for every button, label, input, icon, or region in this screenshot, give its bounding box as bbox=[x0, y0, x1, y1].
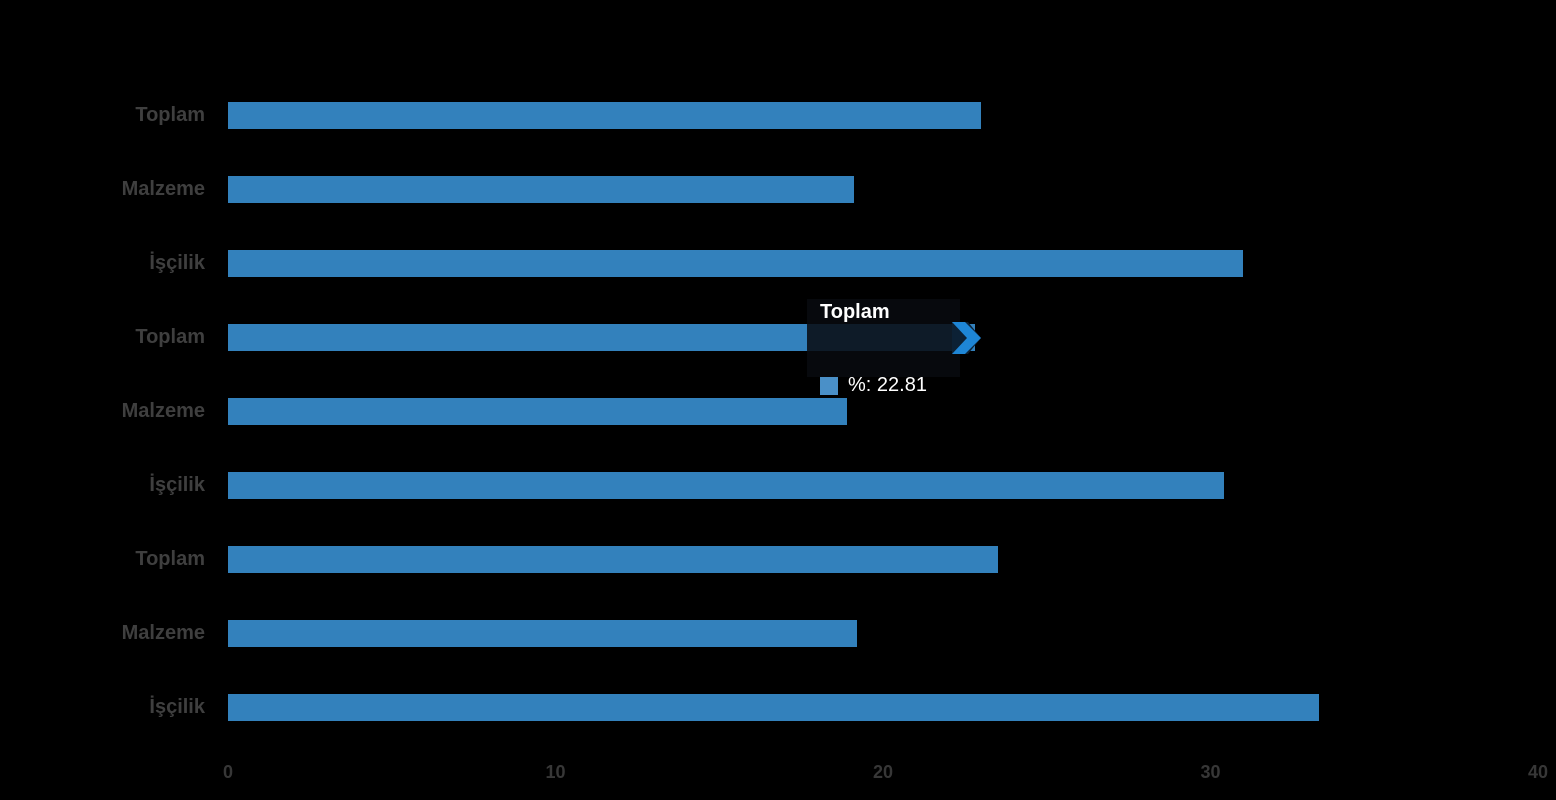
x-axis-tick: 30 bbox=[1200, 762, 1221, 782]
category-label: Malzeme bbox=[121, 400, 205, 422]
tooltip-value: %: 22.81 bbox=[848, 374, 927, 396]
chevron-right-icon bbox=[952, 322, 981, 354]
category-label: İşçilik bbox=[149, 696, 205, 718]
bar-malzeme-4[interactable] bbox=[228, 397, 847, 425]
bar-toplam-0[interactable] bbox=[228, 101, 982, 129]
x-axis-tick: 40 bbox=[1527, 762, 1549, 782]
category-label: Toplam bbox=[135, 326, 205, 348]
category-label: Toplam bbox=[135, 548, 205, 570]
bar-malzeme-7[interactable] bbox=[228, 619, 857, 647]
tooltip: Toplam %: 22.81 bbox=[807, 299, 960, 396]
bar-iilik-8[interactable] bbox=[228, 693, 1319, 721]
x-axis-tick: 10 bbox=[545, 762, 566, 782]
x-axis-tick: 20 bbox=[872, 762, 894, 782]
bar-malzeme-1[interactable] bbox=[228, 175, 854, 203]
series-swatch-icon bbox=[820, 376, 838, 395]
tooltip-value-row: %: 22.81 bbox=[820, 374, 927, 397]
bar-iilik-5[interactable] bbox=[228, 471, 1224, 499]
category-label: Malzeme bbox=[121, 178, 205, 200]
category-label: İşçilik bbox=[149, 252, 205, 274]
tooltip-title: Toplam bbox=[820, 301, 890, 323]
category-label: Toplam bbox=[135, 104, 205, 126]
category-label: Malzeme bbox=[121, 622, 205, 644]
bar-iilik-2[interactable] bbox=[228, 249, 1244, 277]
bar-toplam-6[interactable] bbox=[228, 545, 998, 573]
x-axis-tick: 0 bbox=[222, 762, 234, 782]
category-label: İşçilik bbox=[149, 474, 205, 496]
